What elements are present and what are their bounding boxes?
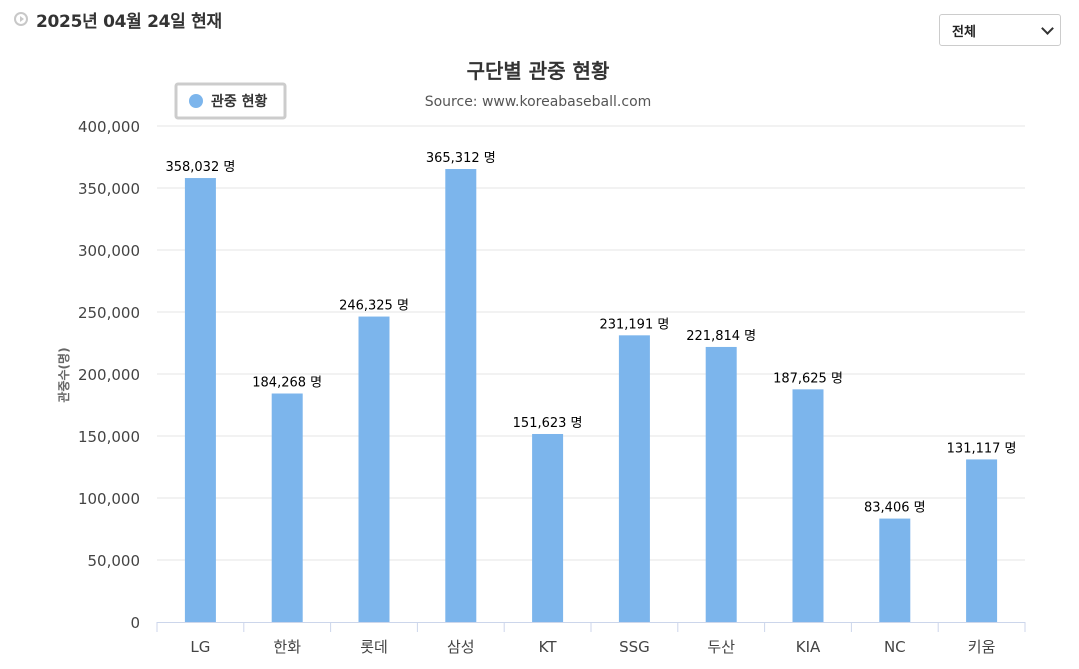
y-tick-label: 250,000	[78, 304, 140, 322]
data-label: 131,117 명	[947, 441, 1017, 456]
team-filter-select[interactable]: 전체	[939, 14, 1061, 46]
data-label: 231,191 명	[599, 317, 669, 332]
x-tick-label: KT	[539, 638, 558, 656]
y-tick-label: 50,000	[88, 552, 141, 570]
y-tick-label: 100,000	[78, 490, 140, 508]
bar[interactable]	[532, 433, 564, 622]
data-label: 221,814 명	[686, 329, 756, 344]
x-tick-label: 한화	[273, 638, 301, 656]
y-tick-label: 350,000	[78, 180, 140, 198]
y-tick-label: 0	[130, 614, 140, 632]
play-circle-icon	[14, 12, 28, 26]
data-label: 151,623 명	[513, 416, 583, 431]
chart-subtitle: Source: www.koreabaseball.com	[425, 94, 652, 110]
data-labels: 358,032 명 184,268 명 246,325 명 365,312 명 151,…	[165, 151, 1016, 516]
legend-label: 관중 현황	[211, 93, 268, 110]
x-tick-label: KIA	[796, 638, 821, 656]
bar[interactable]	[618, 335, 650, 622]
data-label: 246,325 명	[339, 299, 409, 314]
legend[interactable]: 관중 현황	[174, 82, 287, 120]
data-label: 358,032 명	[165, 160, 235, 175]
data-label: 187,625 명	[773, 371, 843, 386]
y-tick-label: 200,000	[78, 366, 140, 384]
team-filter-value: 전체	[952, 24, 976, 40]
x-tick-label: SSG	[619, 638, 650, 656]
y-tick-label: 150,000	[78, 428, 140, 446]
bar[interactable]	[879, 518, 911, 622]
x-tick-label: 롯데	[360, 638, 388, 656]
bar[interactable]	[792, 389, 824, 622]
legend-marker	[189, 94, 203, 108]
legend-box	[174, 82, 287, 120]
date-text: 2025년 04월 24일 현재	[36, 11, 222, 32]
x-tick-label: 삼성	[447, 638, 475, 656]
bar[interactable]	[271, 393, 303, 622]
bar[interactable]	[445, 169, 477, 622]
x-tick-label: 두산	[707, 638, 735, 656]
bar[interactable]	[705, 346, 737, 622]
x-tick-label: LG	[190, 638, 210, 656]
chart-title: 구단별 관중 현황	[467, 59, 610, 83]
data-label: 184,268 명	[252, 376, 322, 391]
data-label: 365,312 명	[426, 151, 496, 166]
data-label: 83,406 명	[864, 501, 926, 516]
bar[interactable]	[358, 316, 390, 622]
y-axis-label: 관중수(명)	[56, 347, 71, 402]
bar[interactable]	[184, 178, 216, 622]
bar[interactable]	[966, 459, 998, 622]
x-tick-label: NC	[884, 638, 906, 656]
x-axis: LG 한화 롯데 삼성 KT SSG 두산 KIA NC 키움	[156, 622, 1026, 656]
y-axis-ticks: 0 50,000 100,000 150,000 200,000 250,000 300,0…	[78, 118, 140, 632]
y-tick-label: 400,000	[78, 118, 140, 136]
y-tick-label: 300,000	[78, 242, 140, 260]
x-tick-label: 키움	[968, 638, 996, 656]
bars	[184, 169, 998, 622]
date-header: 2025년 04월 24일 현재	[14, 6, 222, 32]
